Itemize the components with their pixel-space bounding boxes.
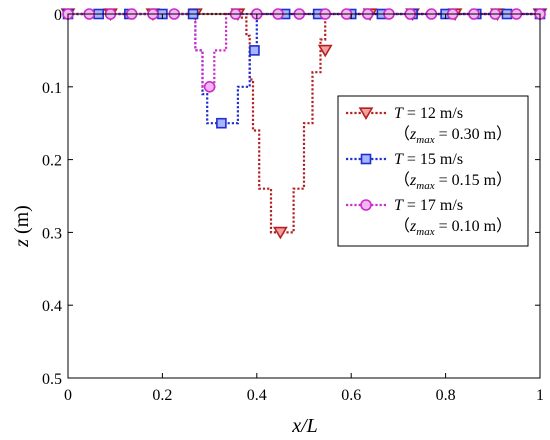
series-1-point [317, 44, 333, 58]
y-tick-label: 0.2 [42, 153, 62, 170]
legend-label-1: T = 12 m/s [394, 105, 463, 122]
series-2-point [216, 117, 227, 129]
x-tick-label: 0.2 [152, 387, 172, 404]
legend-label-3: T = 17 m/s [394, 197, 463, 214]
y-axis-label: z (m) [11, 205, 33, 248]
legend-label-2: T = 15 m/s [394, 151, 463, 168]
legend-sublabel-3: （zmax = 0.10 m） [394, 217, 512, 238]
legend-marker-3 [360, 199, 372, 211]
series-line-3 [68, 12, 540, 88]
x-axis-label: x/L [291, 415, 318, 437]
legend-sublabel-2: （zmax = 0.15 m） [394, 171, 512, 192]
y-tick-label: 0.1 [42, 80, 62, 97]
y-tick-label: 0.5 [42, 371, 62, 388]
x-tick-label: 0.8 [436, 387, 456, 404]
y-tick-label: 0 [54, 7, 62, 24]
legend-marker-2 [360, 153, 372, 165]
series-line-1 [68, 12, 540, 234]
plot-frame [67, 13, 541, 379]
y-tick-label: 0.3 [42, 225, 62, 242]
y-axis-label-unit: (m) [11, 205, 33, 239]
svg-text:z (m): z (m) [11, 205, 33, 248]
legend-box [337, 95, 529, 247]
legend-marker-1 [358, 107, 374, 120]
x-tick-label: 0.4 [247, 387, 267, 404]
x-tick-label: 0 [64, 387, 72, 404]
x-tick-label: 0.6 [341, 387, 361, 404]
legend-sublabel-1: （zmax = 0.30 m） [394, 125, 512, 146]
series-1-point [273, 226, 288, 240]
y-tick-label: 0.4 [42, 298, 62, 315]
x-tick-label: 1 [536, 387, 544, 404]
y-axis-label-var: z [11, 239, 33, 248]
series-3-point [203, 81, 216, 93]
legend: T = 12 m/s （zmax = 0.30 m） T = 15 m/s （zmax… [337, 95, 529, 247]
axis-ticks: 0 0.2 0.4 0.6 0.8 1 0 0.1 0.2 0.3 0.4 0.5 [42, 7, 544, 404]
series-2-point [249, 45, 260, 56]
